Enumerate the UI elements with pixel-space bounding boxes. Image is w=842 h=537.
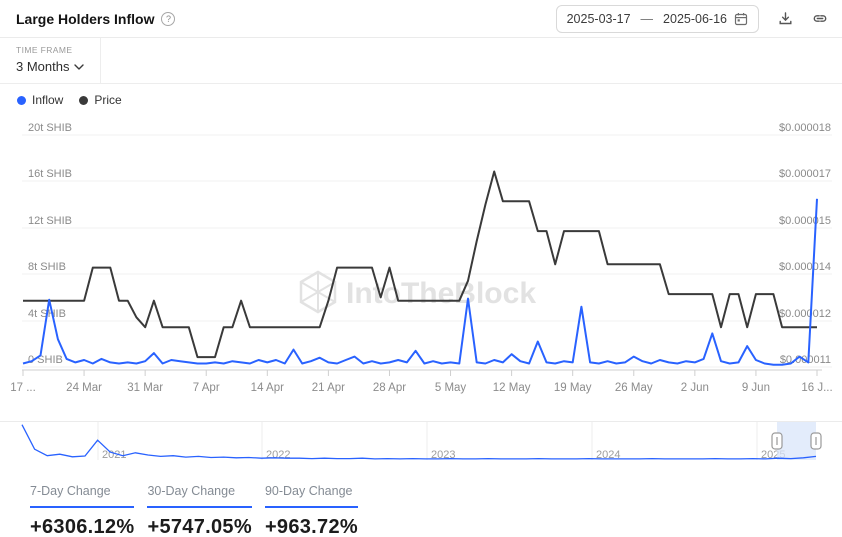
main-chart-area[interactable]: 0 SHIB 4t SHIB 8t SHIB 12t SHIB 16t SHIB 20t …	[0, 114, 842, 417]
stat-30-day-change: 30-Day Change +5747.05%	[147, 484, 252, 537]
svg-text:2022: 2022	[266, 449, 290, 461]
page-title: Large Holders Inflow	[16, 10, 155, 27]
svg-text:8t SHIB: 8t SHIB	[28, 261, 66, 273]
price-dot-icon	[79, 95, 89, 105]
brush-selection[interactable]	[777, 422, 816, 460]
timeline-brush-svg[interactable]: 2021 2022 2023 2024 2025	[0, 421, 842, 463]
time-frame-value: 3 Months	[16, 59, 70, 74]
svg-text:31 Mar: 31 Mar	[127, 382, 163, 394]
svg-text:16t SHIB: 16t SHIB	[28, 168, 72, 180]
svg-text:$0.000014: $0.000014	[779, 261, 831, 273]
svg-text:12t SHIB: 12t SHIB	[28, 215, 72, 227]
timeline-sparkline	[21, 424, 817, 460]
year-gridlines: 2021 2022 2023 2024 2025	[97, 422, 785, 461]
legend-label-inflow: Inflow	[32, 93, 64, 107]
svg-text:2021: 2021	[102, 449, 126, 461]
right-axis-labels: $0.000011$0.000012$0.000014$0.000015$0.0…	[779, 122, 831, 366]
change-stats: 7-Day Change +6306.12% 30-Day Change +57…	[30, 484, 842, 537]
svg-text:12 May: 12 May	[493, 382, 531, 394]
stat-label: 30-Day Change	[147, 484, 252, 508]
stat-label: 90-Day Change	[264, 484, 358, 508]
intotheblock-watermark: IntoTheBlock	[299, 270, 536, 314]
inflow-line	[22, 198, 818, 366]
svg-text:26 May: 26 May	[615, 382, 653, 394]
svg-text:17 ...: 17 ...	[10, 382, 36, 394]
price-line	[23, 170, 817, 359]
svg-text:2024: 2024	[596, 449, 620, 461]
brush-handle-right[interactable]	[810, 432, 822, 450]
link-icon	[812, 11, 828, 26]
svg-text:5 May: 5 May	[435, 382, 467, 394]
svg-text:14 Apr: 14 Apr	[251, 382, 284, 394]
legend-label-price: Price	[94, 93, 122, 107]
svg-text:28 Apr: 28 Apr	[373, 382, 406, 394]
header: Large Holders Inflow ? 2025-03-17 — 2025…	[0, 0, 842, 38]
gridlines	[22, 134, 832, 368]
date-range-separator: —	[640, 11, 654, 26]
calendar-icon	[734, 12, 748, 26]
x-axis: 17 ... 24 Mar 31 Mar 7 Apr 14 Apr 21 Apr 28 Ap…	[10, 369, 833, 394]
svg-text:21 Apr: 21 Apr	[312, 382, 345, 394]
svg-text:2 Jun: 2 Jun	[681, 382, 709, 394]
chevron-down-icon	[74, 63, 85, 70]
inflow-dot-icon	[17, 95, 26, 105]
download-button[interactable]	[778, 11, 793, 26]
svg-text:$0.000015: $0.000015	[779, 215, 831, 227]
svg-text:IntoTheBlock: IntoTheBlock	[346, 277, 536, 310]
share-link-button[interactable]	[812, 11, 828, 26]
date-range-start: 2025-03-17	[566, 11, 631, 26]
date-range-picker[interactable]: 2025-03-17 — 2025-06-16	[555, 4, 759, 33]
help-icon[interactable]: ?	[161, 11, 176, 26]
svg-text:20t SHIB: 20t SHIB	[28, 122, 72, 134]
timeline-brush-area[interactable]: 2021 2022 2023 2024 2025	[0, 421, 842, 468]
svg-text:16 J...: 16 J...	[801, 382, 832, 394]
svg-text:$0.000017: $0.000017	[779, 168, 831, 180]
stat-value: +963.72%	[264, 516, 358, 537]
toolbar: TIME FRAME 3 Months	[0, 38, 842, 84]
brush-handle-left[interactable]	[771, 432, 783, 450]
legend-item-inflow[interactable]: Inflow	[17, 93, 63, 107]
svg-text:9 Jun: 9 Jun	[742, 382, 770, 394]
stat-label: 7-Day Change	[30, 484, 135, 508]
chart-legend: Inflow Price	[0, 86, 842, 114]
legend-item-price[interactable]: Price	[79, 93, 122, 107]
stat-value: +5747.05%	[147, 516, 252, 537]
svg-text:19 May: 19 May	[554, 382, 592, 394]
svg-text:$0.000012: $0.000012	[779, 308, 831, 320]
download-icon	[778, 11, 793, 26]
stat-7-day-change: 7-Day Change +6306.12%	[30, 484, 135, 537]
stat-90-day-change: 90-Day Change +963.72%	[264, 484, 358, 537]
svg-text:$0.000018: $0.000018	[779, 122, 831, 134]
stat-value: +6306.12%	[30, 516, 135, 537]
svg-text:24 Mar: 24 Mar	[66, 382, 102, 394]
time-frame-select[interactable]: TIME FRAME 3 Months	[0, 38, 101, 83]
date-range-end: 2025-06-16	[663, 11, 727, 26]
time-frame-label: TIME FRAME	[16, 45, 73, 55]
svg-text:7 Apr: 7 Apr	[193, 382, 220, 394]
